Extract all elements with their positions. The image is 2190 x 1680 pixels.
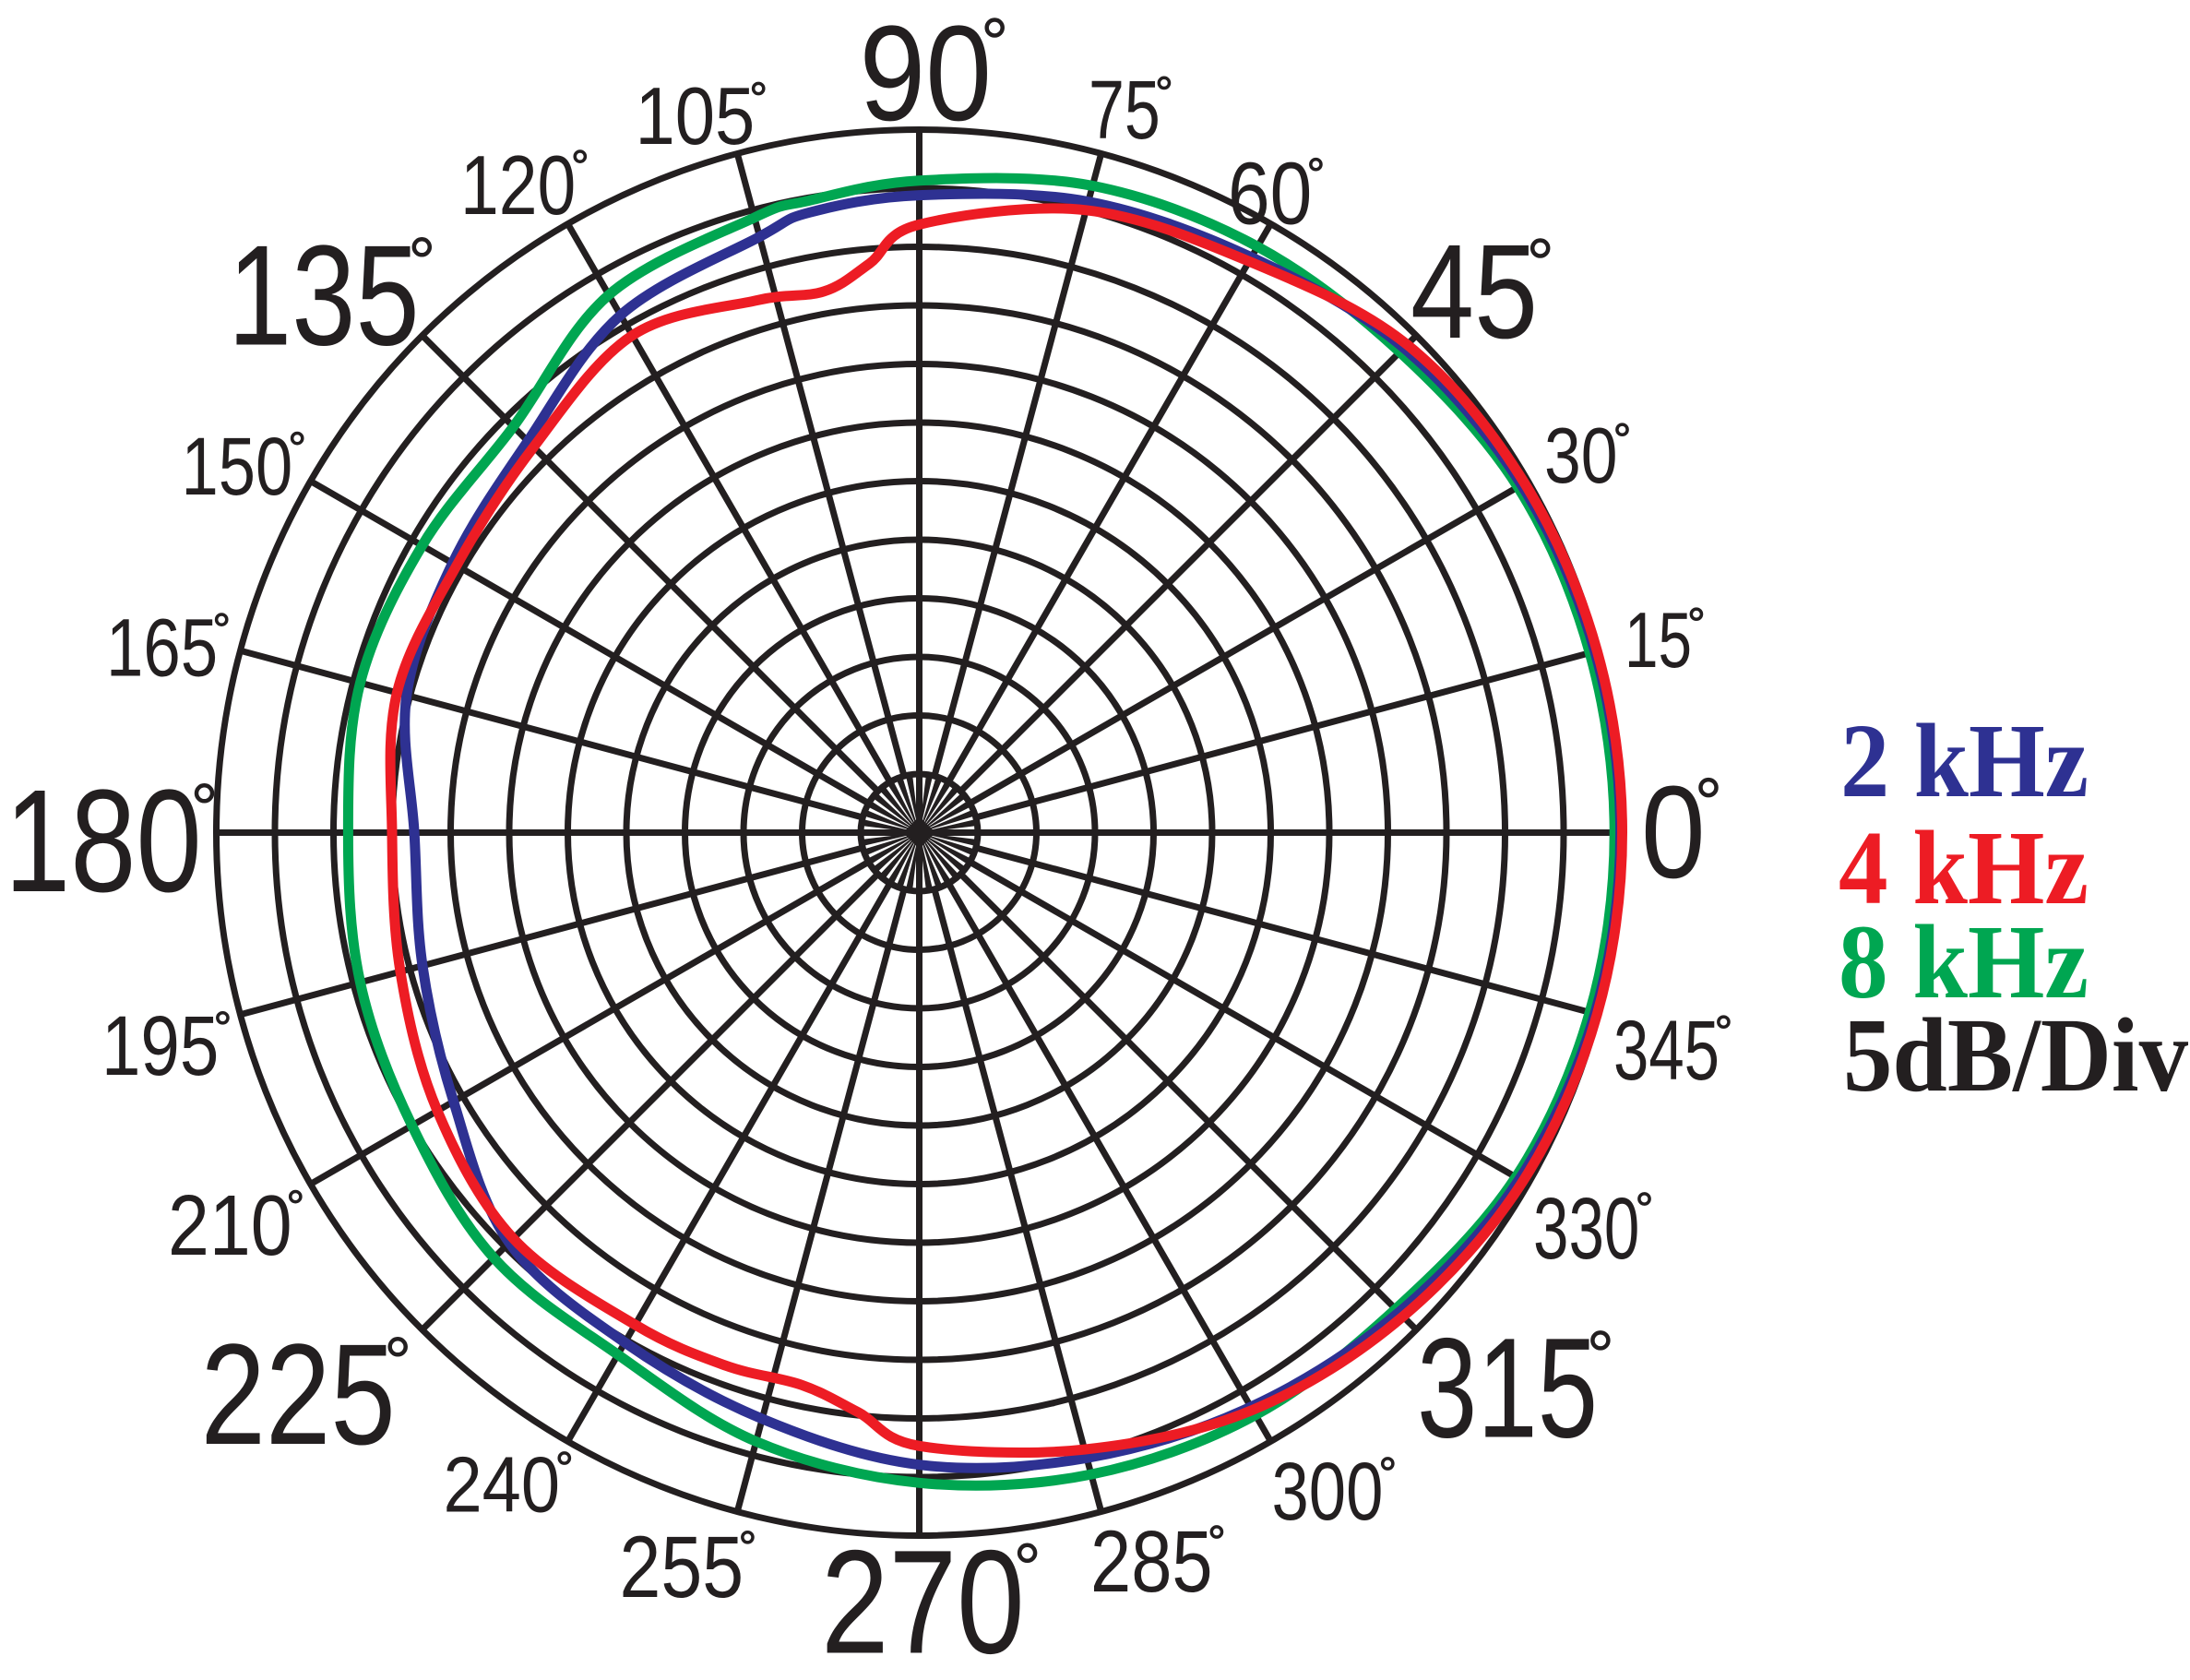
svg-text:330: 330 <box>1533 1180 1639 1278</box>
svg-text:45: 45 <box>1410 216 1538 366</box>
svg-text:105: 105 <box>636 70 756 161</box>
svg-text:120: 120 <box>460 139 576 232</box>
svg-text:60: 60 <box>1228 145 1312 244</box>
svg-text:8 kHz: 8 kHz <box>1839 903 2089 1020</box>
svg-text:150: 150 <box>182 421 293 512</box>
svg-text:165: 165 <box>106 602 218 694</box>
svg-text:225: 225 <box>201 1314 396 1474</box>
svg-text:315: 315 <box>1417 1308 1598 1468</box>
svg-text:255: 255 <box>620 1519 744 1616</box>
svg-text:15: 15 <box>1625 596 1692 685</box>
svg-text:30: 30 <box>1544 411 1618 500</box>
svg-text:90: 90 <box>860 0 993 149</box>
svg-text:270: 270 <box>821 1519 1025 1680</box>
svg-text:210: 210 <box>168 1177 292 1273</box>
svg-text:135: 135 <box>228 216 420 375</box>
svg-text:180: 180 <box>5 759 202 923</box>
svg-text:300: 300 <box>1272 1446 1384 1537</box>
svg-text:345: 345 <box>1613 1004 1720 1098</box>
svg-text:4 kHz: 4 kHz <box>1839 809 2089 926</box>
svg-text:75: 75 <box>1089 64 1160 157</box>
svg-text:240: 240 <box>444 1442 561 1530</box>
svg-text:2 kHz: 2 kHz <box>1840 702 2089 819</box>
svg-text:0: 0 <box>1641 759 1706 906</box>
svg-text:5dB/Div: 5dB/Div <box>1843 996 2188 1114</box>
svg-text:195: 195 <box>101 999 219 1093</box>
svg-text:285: 285 <box>1090 1513 1213 1611</box>
